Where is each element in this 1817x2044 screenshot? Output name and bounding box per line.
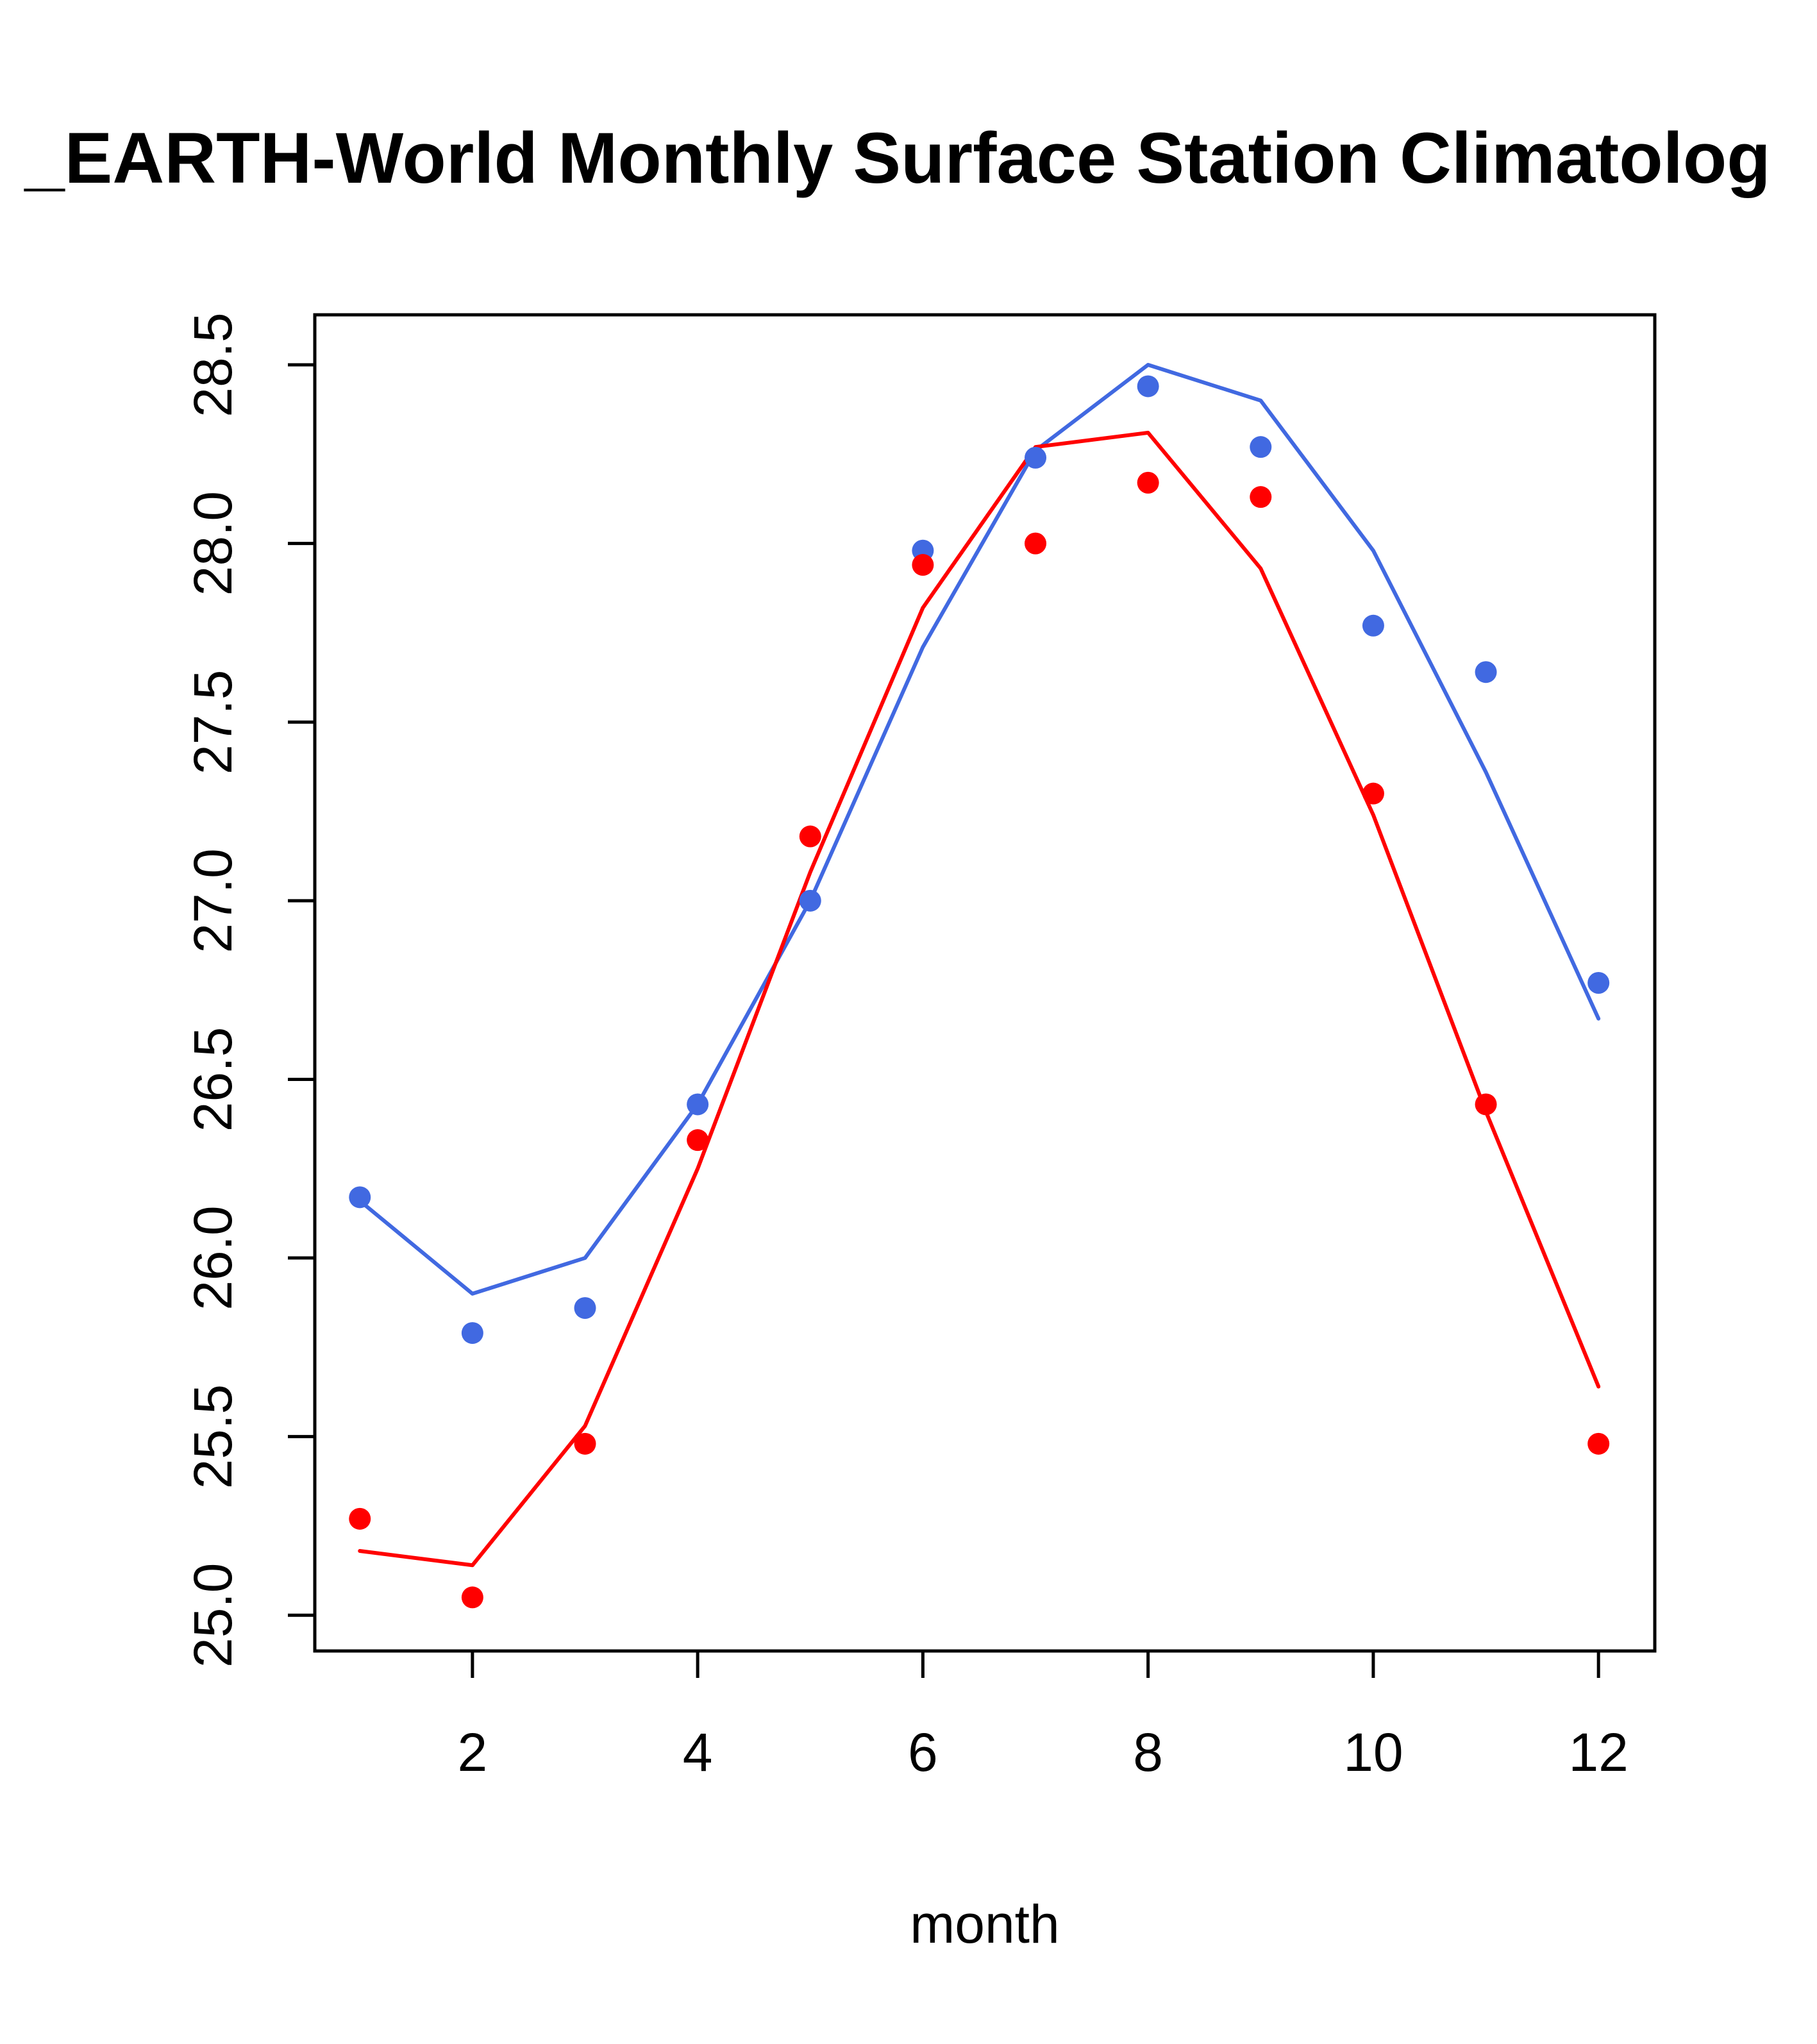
x-tick-label: 4 [683, 1722, 713, 1782]
chart-title: _EARTH-World Monthly Surface Station Cli… [23, 118, 1770, 198]
x-tick-label: 6 [908, 1722, 938, 1782]
x-tick-label: 12 [1568, 1722, 1628, 1782]
blue-points-point [461, 1322, 483, 1345]
red-points [349, 471, 1610, 1609]
x-tick-label: 8 [1133, 1722, 1163, 1782]
red-points-point [574, 1432, 596, 1455]
plot-frame [313, 313, 1657, 1653]
blue-points-point [1137, 375, 1159, 398]
red-points-point [1025, 532, 1047, 555]
blue-points-point [1475, 661, 1497, 683]
x-axis-label: month [910, 1894, 1059, 1954]
red-line [358, 430, 1601, 1568]
blue-points-point [1025, 446, 1047, 469]
y-tick-label: 28.5 [183, 312, 243, 417]
y-tick-label: 25.5 [183, 1384, 243, 1489]
y-tick-label: 27.5 [183, 669, 243, 775]
red-points-point [1250, 486, 1272, 508]
blue-points-point [1362, 614, 1384, 637]
blue-points-point [574, 1297, 596, 1319]
x-axis: 2 4 6 8 10 12 [458, 1651, 1629, 1782]
red-points-point [1362, 782, 1384, 805]
y-tick-label: 27.0 [183, 848, 243, 953]
y-tick-label: 25.0 [183, 1563, 243, 1668]
x-tick-label: 2 [458, 1722, 488, 1782]
red-points-point [461, 1586, 483, 1609]
red-points-point [687, 1129, 709, 1152]
blue-points-point [799, 889, 821, 912]
red-points-point [349, 1507, 371, 1530]
y-tick-label: 28.0 [183, 491, 243, 596]
red-points-point [1137, 471, 1159, 494]
series-layer [349, 363, 1610, 1609]
y-tick-label: 26.5 [183, 1027, 243, 1132]
blue-line [358, 363, 1601, 1296]
x-tick-label: 10 [1343, 1722, 1403, 1782]
red-points-point [912, 554, 934, 576]
blue-points [349, 375, 1610, 1345]
blue-points-point [1587, 972, 1610, 994]
red-points-point [799, 825, 821, 848]
y-axis: 25.0 25.5 26.0 26.5 27.0 27.5 28.0 28.5 [183, 312, 315, 1668]
y-tick-label: 26.0 [183, 1205, 243, 1311]
red-points-point [1475, 1093, 1497, 1116]
blue-points-point [687, 1093, 709, 1116]
blue-points-point [349, 1186, 371, 1209]
red-points-point [1587, 1432, 1610, 1455]
blue-points-point [1250, 436, 1272, 458]
